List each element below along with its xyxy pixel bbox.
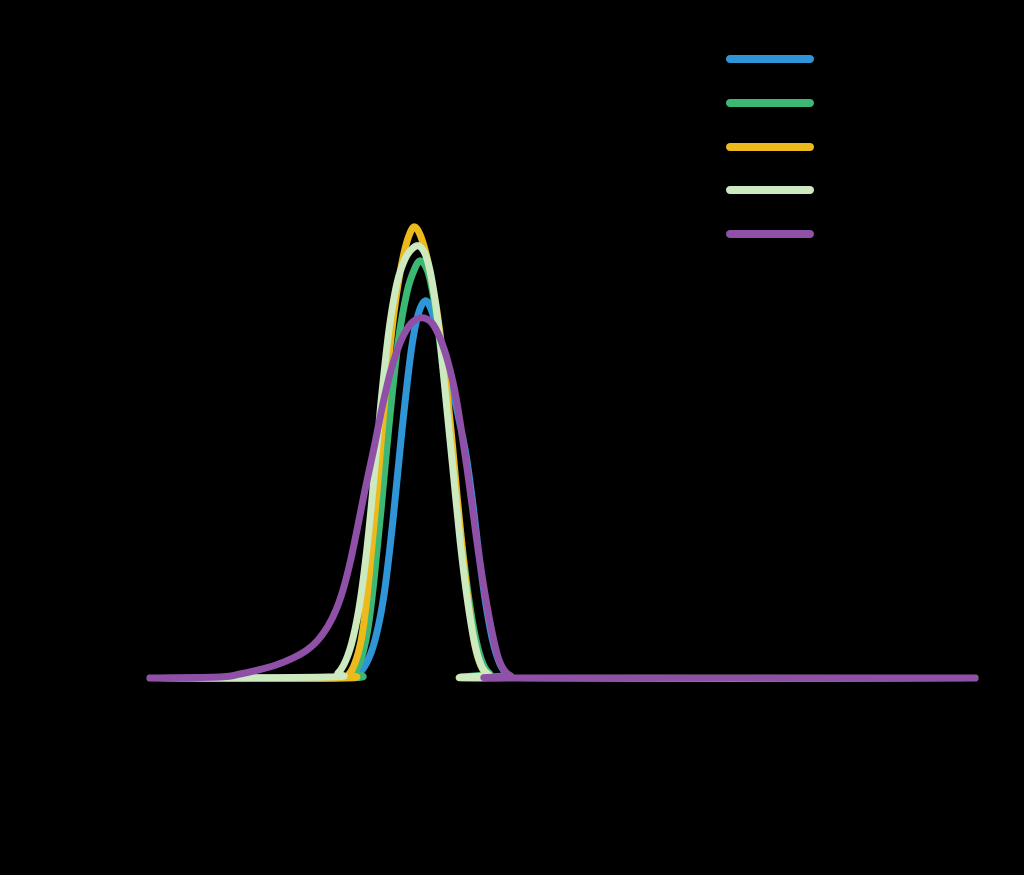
curve-blue	[146, 297, 979, 682]
curve-green	[146, 257, 979, 682]
curve-gold	[146, 223, 979, 682]
curve-purple	[146, 314, 979, 682]
legend	[726, 55, 814, 238]
curve-pale-green	[146, 242, 979, 682]
